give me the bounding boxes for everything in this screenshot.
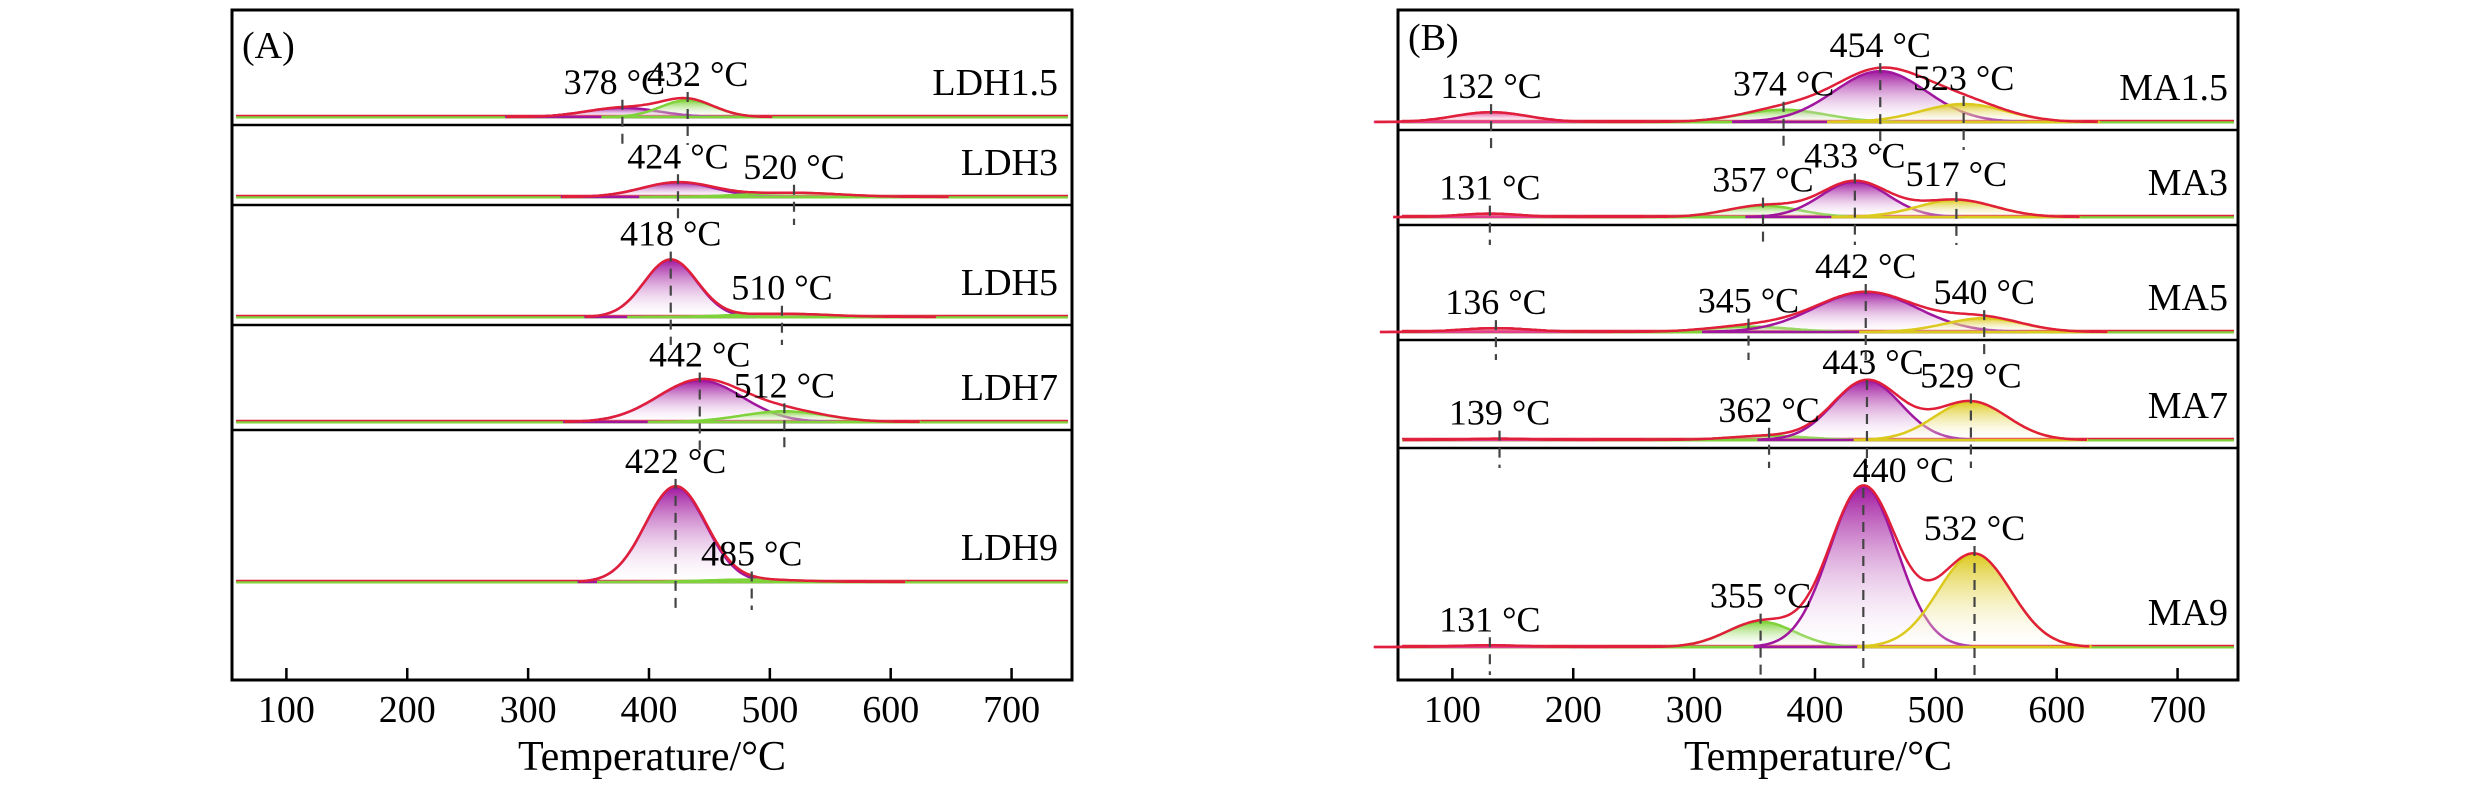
sample-label: LDH9: [961, 527, 1058, 569]
peak-label: 442 °C: [649, 334, 750, 374]
x-tick-label: 200: [379, 689, 436, 731]
peak-label: 362 °C: [1718, 390, 1819, 430]
peak-label: 442 °C: [1815, 246, 1916, 286]
row-ma9: 131 °C 355 °C 440 °C 532 °C MA9: [1373, 450, 2234, 675]
sample-label: LDH3: [961, 142, 1058, 184]
peak-label: 355 °C: [1710, 576, 1811, 616]
x-tick-label: 500: [741, 689, 798, 731]
peak-label: 540 °C: [1933, 272, 2034, 312]
peak-label: 422 °C: [625, 441, 726, 481]
panel-b-label: (B): [1408, 17, 1459, 59]
fit-envelope: [578, 484, 906, 584]
panel-a-label: (A): [242, 25, 295, 67]
peak-label: 374 °C: [1733, 64, 1834, 104]
x-tick-label: 600: [2028, 689, 2085, 731]
x-tick-label: 400: [620, 689, 677, 731]
peak-label: 510 °C: [731, 268, 832, 308]
peak-label: 424 °C: [627, 136, 728, 176]
fit-envelope: [1373, 484, 2090, 649]
fit-envelope: [562, 180, 949, 199]
peak-label: 485 °C: [701, 534, 802, 574]
x-tick-label: 300: [1666, 689, 1723, 731]
peak-label: 357 °C: [1712, 160, 1813, 200]
x-tick-label: 600: [862, 689, 919, 731]
fit-envelope: [1379, 290, 2108, 334]
peak-label: 418 °C: [620, 214, 721, 254]
peak-label: 520 °C: [743, 147, 844, 187]
x-tick-label: 700: [983, 689, 1040, 731]
peak-label: 432 °C: [647, 54, 748, 94]
fit-envelope: [1393, 179, 2080, 219]
sample-label: MA9: [2148, 592, 2228, 634]
fit-envelope: [585, 258, 937, 319]
sample-label: LDH1.5: [932, 62, 1058, 104]
x-tick-label: 500: [1907, 689, 1964, 731]
panel-a-x-axis-label: Temperature/°C: [518, 734, 786, 780]
row-ldh9: 422 °C 485 °C LDH9: [236, 441, 1068, 610]
peak-label: 345 °C: [1698, 281, 1799, 321]
peak-label: 378 °C: [564, 62, 665, 102]
x-tick-label: 100: [1424, 689, 1481, 731]
peak-label: 517 °C: [1906, 154, 2007, 194]
peak-label: 443 °C: [1822, 342, 1923, 382]
x-tick-label: 700: [2149, 689, 2206, 731]
row-ldh3: 424 °C 520 °C LDH3: [232, 136, 1072, 225]
peak-label: 132 °C: [1440, 66, 1541, 106]
fit-envelope: [564, 377, 920, 424]
peak-label: 131 °C: [1439, 599, 1540, 639]
x-tick-label: 300: [500, 689, 557, 731]
fit-envelope: [506, 96, 773, 119]
panel-b-frame: [1396, 8, 2240, 682]
sample-label: MA3: [2148, 162, 2228, 204]
peak-label: 529 °C: [1920, 356, 2021, 396]
sample-label: MA7: [2148, 385, 2228, 427]
peak-label: 532 °C: [1924, 508, 2025, 548]
fit-envelope: [1375, 66, 2098, 124]
x-tick-label: 200: [1545, 689, 1602, 731]
peak-label: 454 °C: [1830, 25, 1931, 65]
fit-envelope: [1402, 378, 2087, 442]
x-tick-label: 400: [1786, 689, 1843, 731]
panel-b-x-axis: 100 200 300 400 500 600 700: [1424, 668, 2206, 731]
sample-label: LDH5: [961, 262, 1058, 304]
sample-label: MA1.5: [2119, 67, 2228, 109]
row-ma5: 136 °C 345 °C 442 °C 540 °C MA5: [1379, 246, 2238, 360]
x-tick-label: 100: [258, 689, 315, 731]
sample-label: LDH7: [961, 367, 1058, 409]
peak-label: 433 °C: [1804, 136, 1905, 176]
peak-label: 512 °C: [734, 365, 835, 405]
panel-a-frame: [230, 8, 1074, 682]
peak-label: 131 °C: [1439, 168, 1540, 208]
panel-a-x-axis: 100 200 300 400 500 600 700: [258, 668, 1040, 731]
peak-label: 139 °C: [1449, 393, 1550, 433]
sample-label: MA5: [2148, 277, 2228, 319]
peak-label: 440 °C: [1853, 450, 1954, 490]
peak-label: 136 °C: [1445, 282, 1546, 322]
peak-label: 523 °C: [1913, 58, 2014, 98]
panel-b-x-axis-label: Temperature/°C: [1684, 734, 1952, 780]
